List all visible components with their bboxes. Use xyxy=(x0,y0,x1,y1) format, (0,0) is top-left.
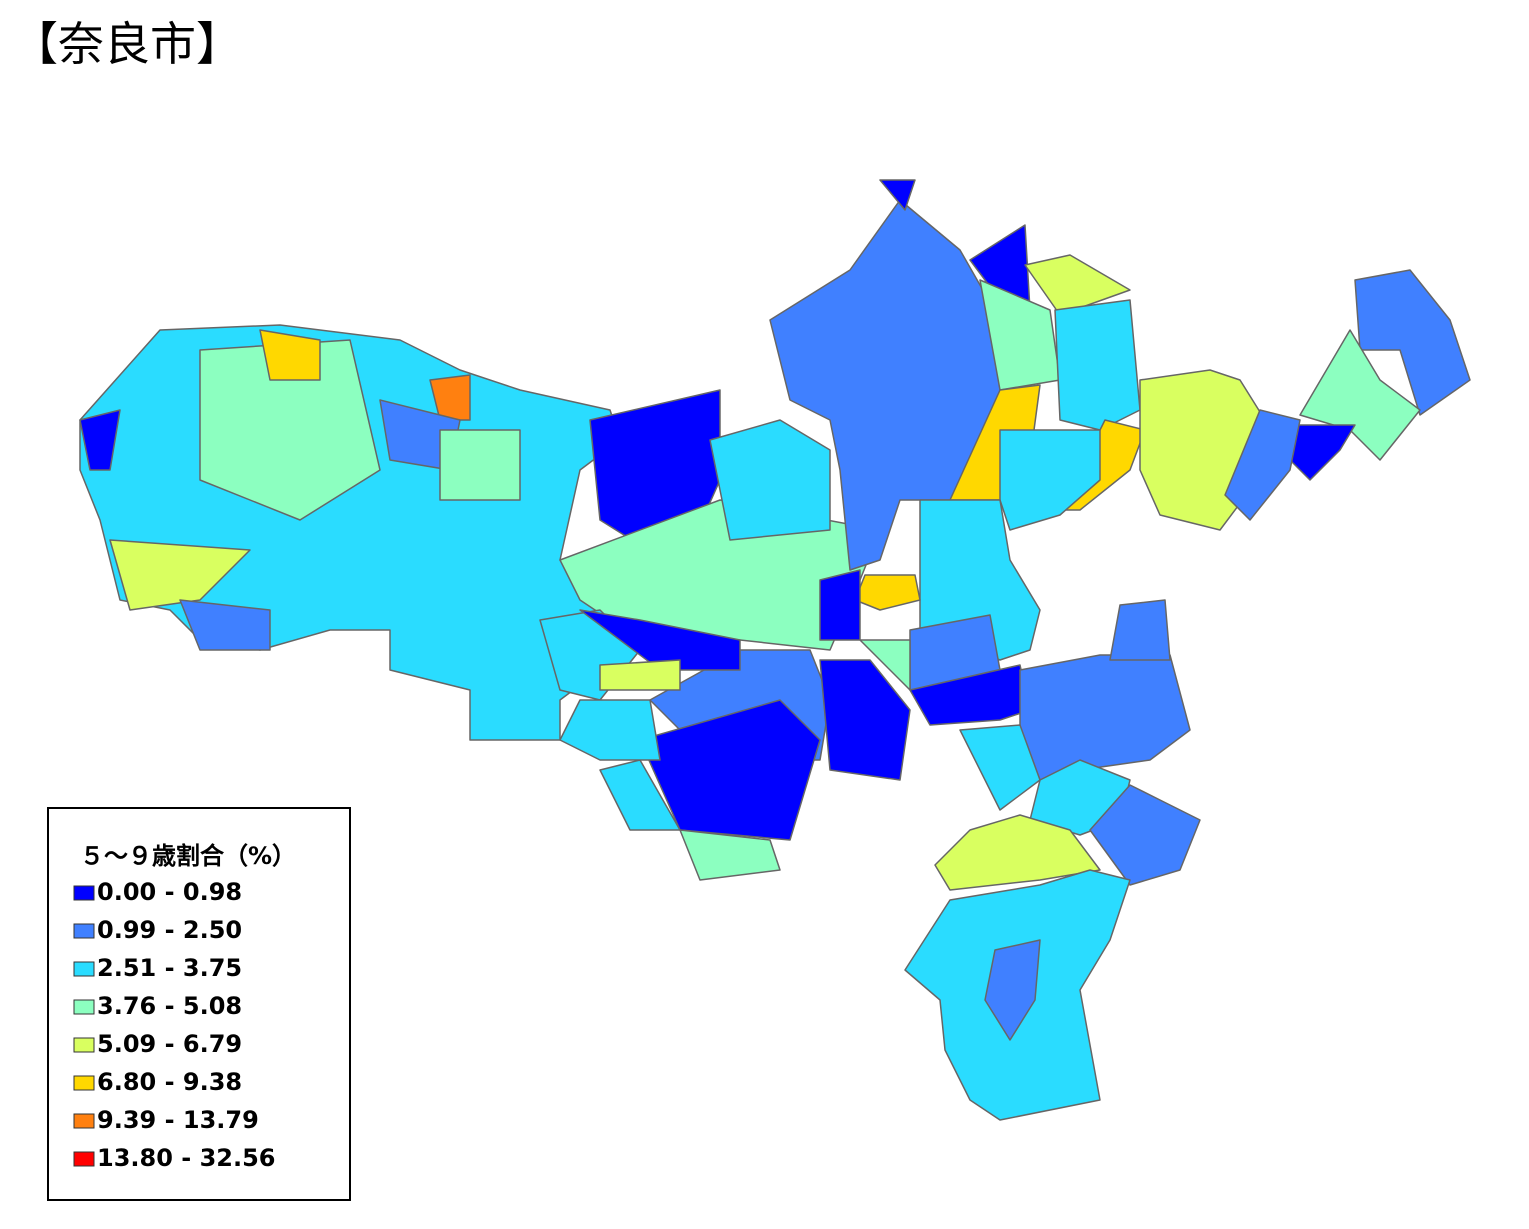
district xyxy=(599,659,681,691)
legend-title: ５～９歳割合（%） xyxy=(80,842,296,870)
district xyxy=(179,599,271,651)
district xyxy=(1089,784,1201,886)
district xyxy=(79,409,121,471)
district xyxy=(709,419,831,541)
district xyxy=(1024,254,1131,316)
district xyxy=(984,939,1041,1041)
legend-swatch xyxy=(73,885,95,901)
district xyxy=(859,639,911,691)
district xyxy=(559,699,661,761)
legend-label: 13.80 - 32.56 xyxy=(97,1144,276,1172)
district xyxy=(439,429,521,501)
district xyxy=(259,329,321,381)
legend-label: 2.51 - 3.75 xyxy=(97,954,242,982)
legend-box xyxy=(47,807,351,1201)
legend-swatch xyxy=(73,1151,95,1167)
district xyxy=(1019,654,1191,781)
legend-swatch xyxy=(73,1113,95,1129)
district xyxy=(599,759,681,831)
district xyxy=(109,539,251,611)
legend-label: 9.39 - 13.79 xyxy=(97,1106,259,1134)
legend-swatch xyxy=(73,1075,95,1091)
legend-swatch xyxy=(73,1037,95,1053)
legend-swatch xyxy=(73,923,95,939)
district xyxy=(819,659,911,781)
district xyxy=(679,829,781,881)
district xyxy=(429,374,471,421)
district xyxy=(819,569,861,641)
district xyxy=(854,574,921,611)
legend-swatch xyxy=(73,999,95,1015)
district xyxy=(1289,424,1356,481)
district xyxy=(909,664,1031,726)
district xyxy=(199,339,381,521)
district xyxy=(999,429,1101,531)
district xyxy=(1224,409,1301,521)
legend: ５～９歳割合（%） 0.00 - 0.98 0.99 - 2.50 2.51 - 3… xyxy=(47,807,351,1201)
district xyxy=(639,699,821,841)
legend-label: 6.80 - 9.38 xyxy=(97,1068,242,1096)
district xyxy=(879,179,916,211)
legend-swatch xyxy=(73,961,95,977)
district xyxy=(1054,299,1141,431)
legend-label: 0.00 - 0.98 xyxy=(97,878,242,906)
district xyxy=(934,814,1101,891)
legend-label: 3.76 - 5.08 xyxy=(97,992,242,1020)
district xyxy=(1109,599,1171,661)
legend-label: 0.99 - 2.50 xyxy=(97,916,242,944)
legend-label: 5.09 - 6.79 xyxy=(97,1030,242,1058)
district xyxy=(579,609,741,671)
district xyxy=(1354,269,1471,416)
choropleth-map xyxy=(79,179,1471,1121)
map-title: 【奈良市】 xyxy=(12,17,242,71)
